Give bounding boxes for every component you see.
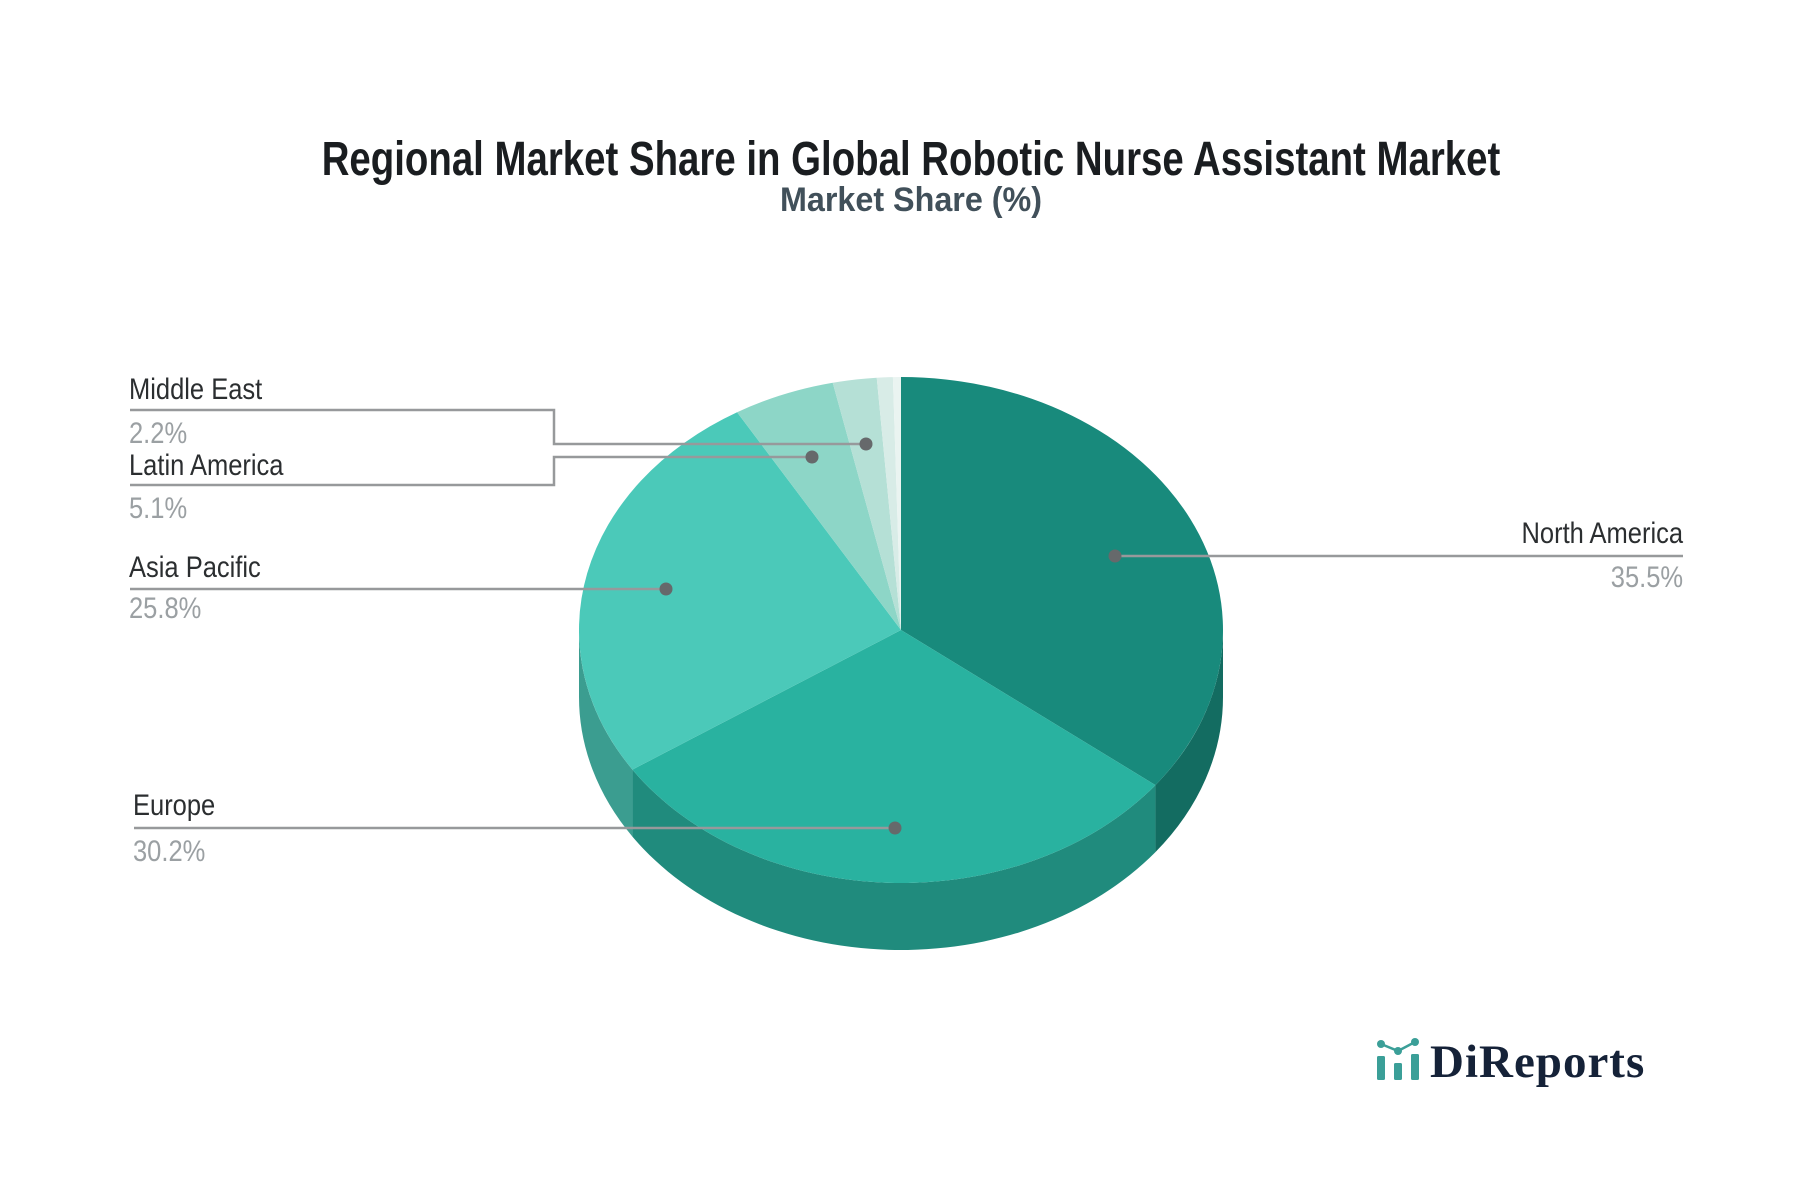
callout-value-middle-east: 2.2% — [129, 417, 188, 450]
anchor-dot-middle-east — [859, 437, 873, 451]
pie-slice-side-north-america — [1155, 630, 1223, 853]
chart-title: Regional Market Share in Global Robotic … — [321, 133, 1501, 186]
logo: DiReports — [1376, 1034, 1645, 1087]
anchor-dot-latin-america — [805, 450, 819, 464]
logo-text: DiReports — [1430, 1036, 1646, 1088]
callout-label-middle-east: Middle East — [129, 373, 263, 406]
callout-value-asia-pacific: 25.8% — [129, 592, 202, 625]
anchor-dot-europe — [888, 821, 902, 835]
pie-slice-middle-east[interactable] — [832, 377, 901, 630]
callout-label-latin-america: Latin America — [129, 449, 284, 482]
anchor-dots — [659, 437, 1122, 835]
pie-slice-north-america[interactable] — [901, 377, 1224, 786]
pie-slice-segment-6[interactable] — [892, 377, 901, 630]
callout-value-europe: 30.2% — [133, 835, 206, 868]
chart-subtitle: Market Share (%) — [779, 181, 1043, 219]
anchor-dot-north-america — [1108, 549, 1122, 563]
logo-bar-chart-icon — [1377, 1038, 1419, 1080]
pie-3d — [579, 377, 1224, 950]
callout-value-latin-america: 5.1% — [129, 492, 188, 525]
pie-slice-segment-5[interactable] — [876, 377, 901, 630]
callout-label-north-america: North America — [1521, 517, 1683, 550]
callout-value-north-america: 35.5% — [1610, 561, 1683, 594]
callout-lines — [130, 408, 1683, 830]
pie-slice-europe[interactable] — [632, 630, 1156, 883]
pie-slice-asia-pacific[interactable] — [579, 412, 901, 770]
pie-slice-side-europe — [632, 769, 1156, 950]
callout-label-europe: Europe — [133, 789, 216, 822]
leader-middle-east — [130, 408, 866, 446]
leader-latin-america — [130, 455, 812, 487]
anchor-dot-asia-pacific — [659, 582, 673, 596]
callout-label-asia-pacific: Asia Pacific — [129, 551, 261, 584]
pie-slice-side-asia-pacific — [579, 630, 633, 837]
